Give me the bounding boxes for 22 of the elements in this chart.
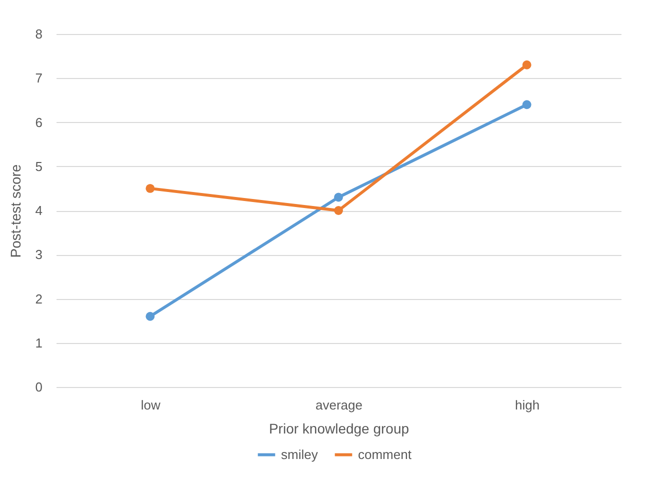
y-tick-label: 0	[35, 380, 42, 394]
y-tick-label: 8	[35, 26, 42, 42]
y-tick-label: 1	[35, 335, 42, 350]
point	[334, 192, 343, 202]
point	[146, 184, 155, 193]
point	[522, 100, 532, 110]
y-tick-label: 3	[35, 247, 42, 262]
x-tick-label: low	[140, 398, 162, 412]
y-axis-title: Post-test score	[7, 164, 24, 258]
y-tick-label: 4	[35, 203, 42, 218]
x-axis-title: Prior knowledge group	[268, 420, 410, 436]
legend-label: comment	[358, 446, 412, 462]
point	[146, 312, 155, 321]
y-tick-label: 2	[35, 291, 42, 306]
x-tick-label: high	[515, 398, 540, 412]
y-tick-label: 5	[35, 158, 42, 174]
point	[334, 206, 343, 215]
x-tick-label: average	[316, 398, 362, 412]
y-tick-label: 6	[35, 114, 42, 130]
legend-label: smiley	[281, 446, 318, 462]
y-tick-label: 7	[35, 70, 42, 86]
point	[522, 60, 532, 70]
